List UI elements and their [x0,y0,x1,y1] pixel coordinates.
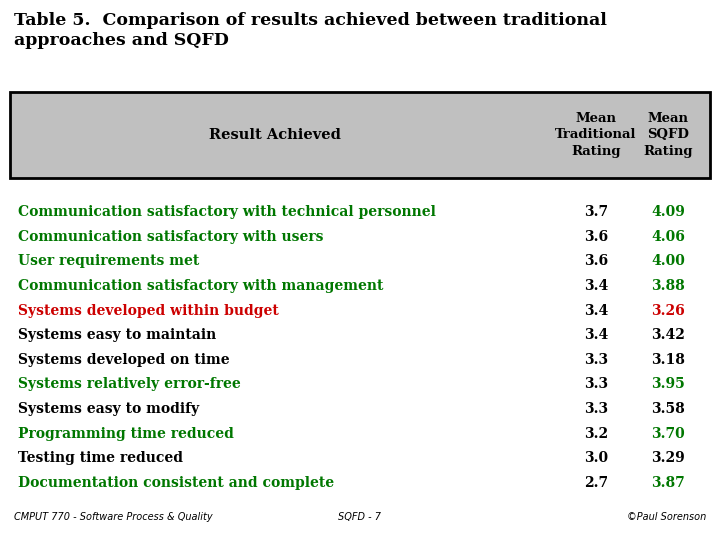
Text: 3.4: 3.4 [584,328,608,342]
Text: 3.4: 3.4 [584,303,608,318]
Text: 3.42: 3.42 [651,328,685,342]
Text: 3.3: 3.3 [584,377,608,392]
Text: Programming time reduced: Programming time reduced [18,427,234,441]
Text: 2.7: 2.7 [584,476,608,490]
Text: approaches and SQFD: approaches and SQFD [14,32,229,49]
Text: Result Achieved: Result Achieved [209,128,341,142]
Text: Communication satisfactory with users: Communication satisfactory with users [18,230,323,244]
Text: 4.09: 4.09 [651,205,685,219]
Text: Systems easy to maintain: Systems easy to maintain [18,328,216,342]
Text: Systems easy to modify: Systems easy to modify [18,402,199,416]
Text: Communication satisfactory with technical personnel: Communication satisfactory with technica… [18,205,436,219]
Text: User requirements met: User requirements met [18,254,199,268]
Text: 3.2: 3.2 [584,427,608,441]
Text: Communication satisfactory with management: Communication satisfactory with manageme… [18,279,383,293]
Text: 3.70: 3.70 [651,427,685,441]
Text: 4.00: 4.00 [651,254,685,268]
Text: 3.26: 3.26 [651,303,685,318]
Text: 3.29: 3.29 [651,451,685,465]
Text: 3.4: 3.4 [584,279,608,293]
Text: 3.87: 3.87 [651,476,685,490]
Text: Systems developed within budget: Systems developed within budget [18,303,279,318]
Text: Mean
SQFD
Rating: Mean SQFD Rating [643,112,693,158]
Text: SQFD - 7: SQFD - 7 [338,512,382,522]
Text: ©Paul Sorenson: ©Paul Sorenson [626,512,706,522]
Text: 3.18: 3.18 [651,353,685,367]
Bar [10,92,710,178]
Text: Table 5.  Comparison of results achieved between traditional: Table 5. Comparison of results achieved … [14,12,607,29]
Text: 3.3: 3.3 [584,402,608,416]
Text: Systems developed on time: Systems developed on time [18,353,230,367]
Text: 3.95: 3.95 [651,377,685,392]
Text: Systems relatively error-free: Systems relatively error-free [18,377,240,392]
Text: Testing time reduced: Testing time reduced [18,451,183,465]
Text: 4.06: 4.06 [651,230,685,244]
Text: CMPUT 770 - Software Process & Quality: CMPUT 770 - Software Process & Quality [14,512,212,522]
Text: Mean
Traditional
Rating: Mean Traditional Rating [555,112,636,158]
Text: 3.88: 3.88 [651,279,685,293]
Text: 3.3: 3.3 [584,353,608,367]
Text: Documentation consistent and complete: Documentation consistent and complete [18,476,334,490]
Text: 3.0: 3.0 [584,451,608,465]
Text: 3.58: 3.58 [651,402,685,416]
Text: 3.7: 3.7 [584,205,608,219]
Text: 3.6: 3.6 [584,230,608,244]
Text: 3.6: 3.6 [584,254,608,268]
